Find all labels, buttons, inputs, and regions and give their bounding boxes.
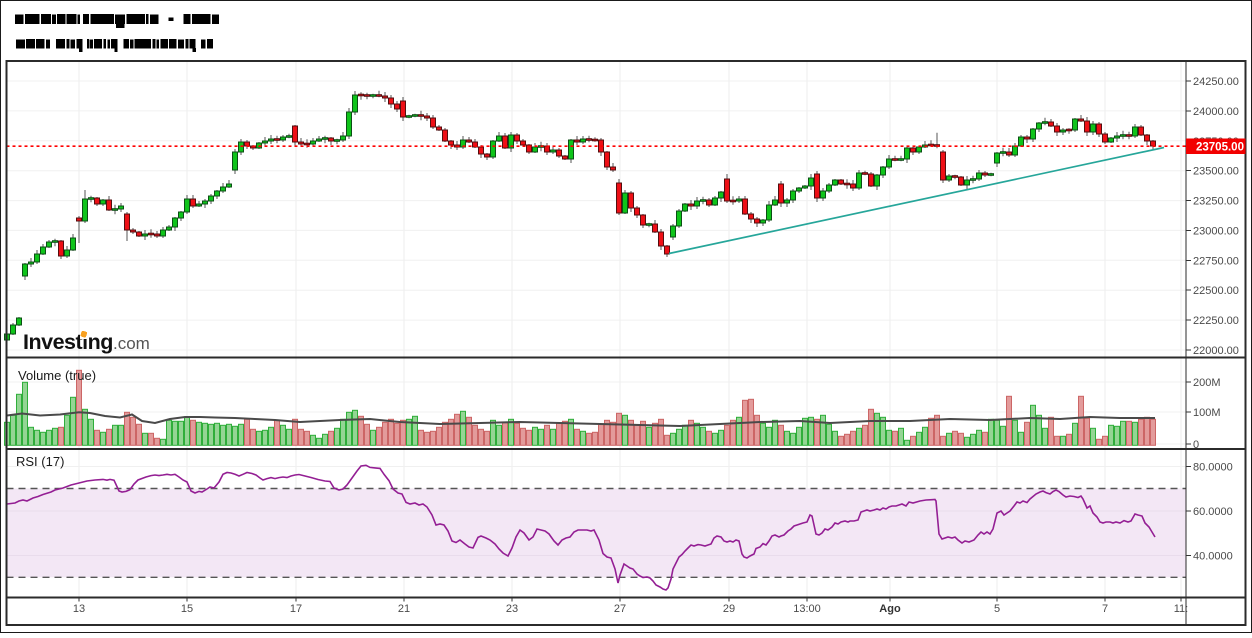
svg-text:15: 15 (181, 603, 193, 615)
svg-text:40.0000: 40.0000 (1193, 551, 1233, 563)
svg-text:200M: 200M (1193, 377, 1221, 389)
svg-text:0: 0 (1193, 439, 1199, 451)
svg-text:.com: .com (113, 334, 150, 353)
svg-text:Investing: Investing (23, 330, 113, 354)
svg-text:21: 21 (398, 603, 410, 615)
svg-text:24250.00: 24250.00 (1193, 76, 1239, 88)
svg-text:17: 17 (290, 603, 302, 615)
svg-text:80.0000: 80.0000 (1193, 462, 1233, 474)
svg-text:11:: 11: (1174, 603, 1188, 615)
svg-text:7: 7 (1102, 603, 1108, 615)
svg-text:5: 5 (994, 603, 1000, 615)
svg-text:23: 23 (506, 603, 518, 615)
svg-text:Volume (true): Volume (true) (18, 368, 96, 383)
svg-text:60.0000: 60.0000 (1193, 506, 1233, 518)
svg-text:100M: 100M (1193, 407, 1221, 419)
svg-text:22250.00: 22250.00 (1193, 315, 1239, 327)
svg-text:23500.00: 23500.00 (1193, 166, 1239, 178)
svg-text:29: 29 (723, 603, 735, 615)
svg-text:22750.00: 22750.00 (1193, 255, 1239, 267)
svg-text:27: 27 (614, 603, 626, 615)
svg-text:22500.00: 22500.00 (1193, 285, 1239, 297)
svg-text:24000.00: 24000.00 (1193, 106, 1239, 118)
svg-text:13:00: 13:00 (793, 603, 821, 615)
svg-text:13: 13 (73, 603, 85, 615)
svg-text:Ago: Ago (879, 603, 901, 615)
svg-text:23000.00: 23000.00 (1193, 225, 1239, 237)
svg-text:22000.00: 22000.00 (1193, 345, 1239, 357)
svg-text:RSI (17): RSI (17) (16, 454, 64, 469)
svg-text:23250.00: 23250.00 (1193, 196, 1239, 208)
svg-text:23705.00: 23705.00 (1196, 142, 1244, 154)
